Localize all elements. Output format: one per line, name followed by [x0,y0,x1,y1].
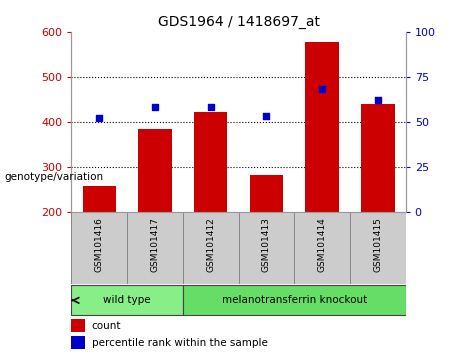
Bar [194,112,227,212]
Text: GSM101417: GSM101417 [150,217,160,272]
Bar [71,285,183,315]
Point [207,104,214,110]
Title: GDS1964 / 1418697_at: GDS1964 / 1418697_at [158,16,319,29]
Bar [183,212,238,284]
Point [263,114,270,119]
Point [374,97,382,103]
Text: GSM101416: GSM101416 [95,217,104,272]
Bar [71,319,85,332]
Text: melanotransferrin knockout: melanotransferrin knockout [222,295,367,306]
Bar [138,129,171,212]
Bar [83,185,116,212]
Point [319,87,326,92]
Bar [71,336,85,349]
Text: GSM101412: GSM101412 [206,217,215,272]
Bar [71,212,127,284]
Bar [127,212,183,284]
Bar [305,42,339,212]
Text: count: count [91,321,121,331]
Point [151,104,159,110]
Text: GSM101413: GSM101413 [262,217,271,272]
Bar [350,212,406,284]
Bar [361,104,395,212]
Text: GSM101414: GSM101414 [318,217,327,272]
Bar [183,285,406,315]
Bar [250,175,283,212]
Text: percentile rank within the sample: percentile rank within the sample [91,338,267,348]
Bar [238,212,294,284]
Text: wild type: wild type [103,295,151,306]
Bar [294,212,350,284]
Text: genotype/variation: genotype/variation [5,172,104,182]
Point [95,115,103,121]
Text: GSM101415: GSM101415 [373,217,382,272]
